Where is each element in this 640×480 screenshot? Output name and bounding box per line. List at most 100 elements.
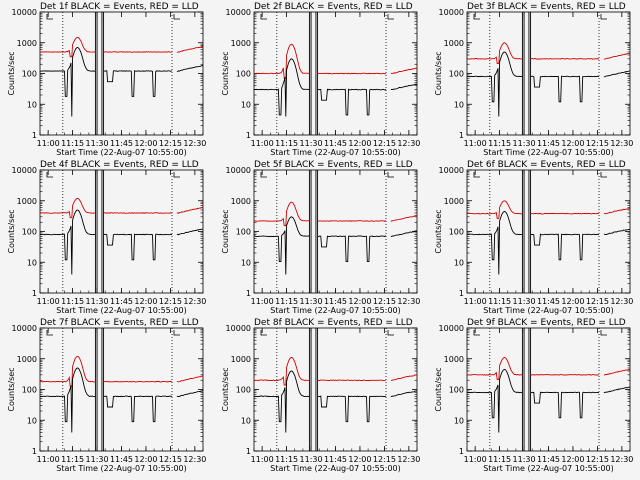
y-tick-label: 1 [459,131,464,140]
x-tick-label: 11:30 [86,455,109,464]
x-tick-label: 11:45 [324,139,347,148]
lld-series-line [466,356,631,381]
lld-series-line [253,201,417,227]
x-tick-label: 11:00 [251,139,274,148]
x-tick-label: 12:15 [586,297,609,306]
lld-series-line [39,355,204,387]
y-tick-label: 1000 [231,197,251,206]
panel-title: Det 6f BLACK = Events, RED = LLD [467,160,626,170]
x-tick-label: 12:00 [561,297,584,306]
events-series-line [253,58,418,117]
y-tick-label: 100 [449,70,464,79]
x-tick-label: 12:15 [586,139,609,148]
y-tick-label: 1 [32,289,37,298]
x-tick-label: 11:00 [464,297,487,306]
lld-series-line [39,36,204,58]
plot-frame [253,327,418,452]
x-tick-label: 12:30 [397,139,420,148]
x-tick-label: 12:30 [183,139,206,148]
x-tick-label: 11:15 [488,297,511,306]
x-tick-label: 11:15 [488,139,511,148]
y-axis-label: Counts/sec [221,367,230,411]
x-tick-label: 12:30 [183,297,206,306]
x-tick-label: 11:15 [488,455,511,464]
x-tick-label: 12:00 [348,455,371,464]
events-series-line [253,216,417,275]
y-tick-label: 1 [459,289,464,298]
x-tick-label: 12:30 [397,297,420,306]
x-axis-label: Start Time (22-Aug-07 10:55:00) [270,148,401,157]
x-tick-label: 11:00 [37,297,60,306]
y-tick-label: 100 [236,386,251,395]
y-tick-label: 10 [241,416,251,425]
annotation-bracket [173,14,180,20]
y-tick-label: 10 [27,100,37,109]
y-tick-label: 1000 [444,197,464,206]
x-tick-label: 11:00 [251,455,274,464]
y-tick-label: 1 [459,447,464,456]
x-tick-label: 11:45 [110,455,133,464]
panel-title: Det 8f BLACK = Events, RED = LLD [254,318,413,328]
panel-det-1: Det 1f BLACK = Events, RED = LLD 1 10 100 10… [7,2,206,157]
x-tick-label: 11:30 [513,297,536,306]
x-tick-label: 12:15 [159,297,182,306]
annotation-bracket [387,172,394,178]
x-tick-label: 12:15 [159,455,182,464]
x-tick-label: 11:45 [537,455,560,464]
panel-det-9: Det 9f BLACK = Events, RED = LLD 1 10 100 10… [434,318,633,473]
events-series-line [39,367,204,433]
x-tick-label: 12:00 [134,297,157,306]
x-tick-label: 11:15 [275,297,298,306]
x-tick-label: 12:30 [610,297,633,306]
x-axis-label: Start Time (22-Aug-07 10:55:00) [483,148,614,157]
x-tick-label: 11:00 [37,139,60,148]
lld-series-line [253,43,418,79]
y-tick-label: 1000 [17,39,37,48]
x-tick-label: 11:15 [275,139,298,148]
y-tick-label: 10 [241,258,251,267]
events-series-line [466,51,631,117]
lld-series-line [466,200,631,219]
panel-title: Det 4f BLACK = Events, RED = LLD [40,160,199,170]
y-tick-label: 10 [454,100,464,109]
y-tick-label: 1 [32,131,37,140]
y-tick-label: 10000 [226,166,251,175]
x-tick-label: 11:30 [300,297,323,306]
panel-det-2: Det 2f BLACK = Events, RED = LLD 1 10 100 10… [221,2,420,157]
events-series-line [39,209,204,275]
panel-title: Det 2f BLACK = Events, RED = LLD [254,2,413,12]
y-tick-label: 100 [236,228,251,237]
y-tick-label: 10 [454,258,464,267]
events-series-line [466,368,631,433]
y-tick-label: 10 [27,416,37,425]
events-series-line [39,47,204,117]
y-tick-label: 1000 [444,355,464,364]
x-tick-label: 12:00 [134,455,157,464]
y-axis-label: Counts/sec [434,367,443,411]
events-series-line [253,370,418,433]
annotation-bracket [173,330,180,336]
x-axis-label: Start Time (22-Aug-07 10:55:00) [483,464,614,473]
plot-frame [39,169,204,294]
annotation-bracket [600,14,607,20]
panel-title: Det 3f BLACK = Events, RED = LLD [467,2,626,12]
annotation-bracket [260,172,267,178]
y-tick-label: 100 [449,386,464,395]
plot-frame [253,169,418,294]
x-tick-label: 11:30 [300,455,323,464]
y-tick-label: 1 [32,447,37,456]
x-tick-label: 12:30 [183,455,206,464]
y-tick-label: 10000 [439,8,464,17]
x-axis-label: Start Time (22-Aug-07 10:55:00) [56,464,187,473]
y-tick-label: 10000 [439,166,464,175]
y-tick-label: 10000 [12,324,37,333]
y-axis-label: Counts/sec [7,51,16,95]
panel-title: Det 5f BLACK = Events, RED = LLD [254,160,413,170]
x-tick-label: 11:30 [513,139,536,148]
plot-frame [466,327,631,452]
x-tick-label: 11:00 [464,455,487,464]
y-tick-label: 100 [449,228,464,237]
x-tick-label: 11:45 [110,297,133,306]
panel-det-6: Det 6f BLACK = Events, RED = LLD 1 10 100 10… [434,160,633,315]
panel-title: Det 7f BLACK = Events, RED = LLD [40,318,199,328]
